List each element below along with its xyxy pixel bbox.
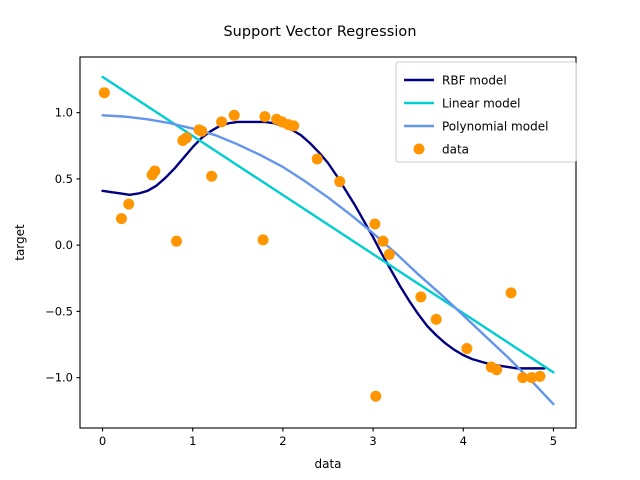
y-tick-label: 0.0 [55,238,73,252]
y-tick-label: −0.5 [45,304,73,318]
x-tick-label: 3 [369,434,376,448]
data-point [383,248,395,260]
data-point [334,176,346,188]
legend-swatch-dot [413,143,425,155]
data-point [534,370,546,382]
data-point [228,109,240,121]
y-axis-label: target [13,224,27,261]
y-tick-label: 0.5 [55,172,73,186]
data-point [170,235,182,247]
data-point [206,170,218,182]
y-tick-label: 1.0 [55,106,73,120]
data-point [257,234,269,246]
x-tick-label: 2 [279,434,286,448]
data-point [196,125,208,137]
legend-label-polynomial-model: Polynomial model [442,120,548,134]
data-point [369,218,381,230]
data-point [415,291,427,303]
x-tick-label: 4 [460,434,467,448]
x-tick-label: 1 [189,434,196,448]
data-point [491,364,503,376]
y-tick-label: −1.0 [45,371,73,385]
data-point [259,111,271,123]
page-title: Support Vector Regression [223,24,417,40]
data-point [180,132,192,144]
legend-label-data: data [442,143,469,157]
plot-frame [79,56,577,429]
data-point [430,313,442,325]
data-point [377,235,389,247]
data-point [115,213,127,225]
data-point [123,198,135,210]
data-point [370,390,382,402]
series-line-rbf-model [101,120,546,370]
x-tick-label: 5 [550,434,557,448]
data-point [149,165,161,177]
data-point [98,87,110,99]
data-point [505,287,517,299]
data-point [288,120,300,132]
data-point [517,372,529,384]
legend-box [395,61,577,163]
data-point [526,372,538,384]
data-point [461,343,473,354]
data-point [311,153,323,165]
x-tick-label: 0 [99,434,106,448]
legend-label-linear-model: Linear model [442,97,520,111]
data-point [216,116,228,128]
legend-label-rbf-model: RBF model [442,74,507,88]
series-line-polynomial-model [101,114,555,406]
x-axis-label: data [314,457,341,471]
